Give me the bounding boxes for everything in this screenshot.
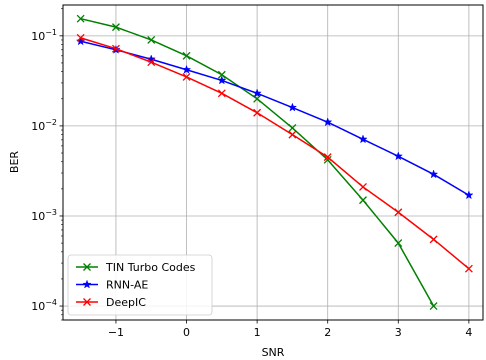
legend-box [67,254,213,316]
data-point [322,117,333,127]
data-point [182,72,191,81]
data-point [288,123,297,132]
series-layer [75,14,474,311]
plot-frame [62,4,484,321]
x-tick-label: 0 [183,326,190,339]
data-point [182,51,191,60]
data-point [393,151,404,161]
legend-item: TIN Turbo Codes [76,261,196,274]
y-axis-label: BER [8,151,21,173]
data-point [146,54,156,64]
data-point [359,182,367,191]
x-tick-label: 1 [254,326,261,339]
data-point [287,102,298,112]
data-point [464,264,473,273]
data-point [253,108,262,117]
series-deepic [76,33,473,273]
data-point [288,130,297,139]
data-point [464,190,474,200]
data-point [217,70,226,79]
x-tick-label: −1 [108,326,124,339]
axis-ticks: −1 0 1 2 3 410−410−310−210−1 [31,8,472,339]
series-line [80,37,470,270]
legend-marker [83,298,91,306]
series-line [80,40,470,196]
data-point [76,14,85,23]
data-point [358,134,368,144]
data-point [428,169,439,179]
data-point [111,44,120,53]
data-point [76,33,85,42]
x-tick-label: 3 [395,326,402,339]
legend-item: RNN-AE [76,279,148,292]
data-point [147,36,156,44]
legend-label: RNN-AE [106,279,148,292]
data-point [323,155,332,164]
data-point [252,88,262,98]
x-tick-label: 4 [465,326,472,339]
legend-marker [83,263,91,271]
data-point [323,153,332,162]
x-axis-label: SNR [262,346,285,359]
data-point [217,89,226,98]
data-point [217,75,227,85]
series-rnn-ae [75,36,474,200]
data-point [147,58,156,67]
legend-label: TIN Turbo Codes [105,261,196,274]
data-point [394,239,403,248]
data-point [359,196,367,205]
legend: TIN Turbo Codes RNN-AE DeepIC [67,254,213,316]
data-point [111,23,120,32]
x-tick-label: 2 [324,326,331,339]
legend-item: DeepIC [76,296,146,309]
grid [63,5,483,320]
data-point [181,64,192,74]
data-point [394,208,403,217]
data-point [429,302,438,311]
series-tin-turbo-codes [76,14,438,311]
legend-marker [82,279,92,289]
data-point [429,235,438,244]
legend-label: DeepIC [106,296,146,309]
